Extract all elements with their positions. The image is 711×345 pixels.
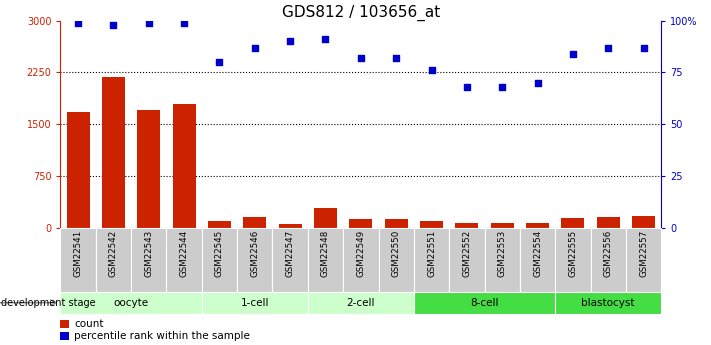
Point — [143, 20, 154, 26]
Bar — [131, 228, 166, 292]
Bar — [555, 292, 661, 314]
Bar — [96, 228, 131, 292]
Text: 1-cell: 1-cell — [240, 298, 269, 308]
Bar — [173, 104, 196, 228]
Point — [390, 55, 402, 61]
Text: GSM22542: GSM22542 — [109, 230, 118, 277]
Bar — [202, 292, 308, 314]
Bar — [520, 228, 555, 292]
Point — [178, 20, 190, 26]
Bar — [308, 292, 414, 314]
Text: GSM22550: GSM22550 — [392, 230, 401, 277]
Bar — [60, 228, 96, 292]
Point — [320, 37, 331, 42]
Bar — [137, 110, 160, 228]
Text: GSM22549: GSM22549 — [356, 230, 365, 277]
Bar — [555, 228, 591, 292]
Text: GSM22552: GSM22552 — [462, 230, 471, 277]
Point — [356, 55, 367, 61]
Bar — [420, 221, 443, 228]
Text: percentile rank within the sample: percentile rank within the sample — [74, 331, 250, 341]
Title: GDS812 / 103656_at: GDS812 / 103656_at — [282, 4, 440, 21]
Point — [108, 22, 119, 28]
Point — [461, 84, 473, 90]
Point — [426, 68, 437, 73]
Bar — [102, 77, 125, 228]
Text: development stage: development stage — [1, 298, 95, 308]
Text: 2-cell: 2-cell — [346, 298, 375, 308]
Bar — [60, 332, 70, 340]
Bar — [208, 221, 231, 228]
Bar — [632, 216, 655, 228]
Bar — [414, 292, 555, 314]
Text: GSM22557: GSM22557 — [639, 230, 648, 277]
Bar — [243, 217, 267, 228]
Text: GSM22548: GSM22548 — [321, 230, 330, 277]
Bar — [60, 320, 70, 328]
Bar — [526, 223, 549, 228]
Bar — [237, 228, 272, 292]
Text: GSM22545: GSM22545 — [215, 230, 224, 277]
Text: blastocyst: blastocyst — [582, 298, 635, 308]
Bar — [349, 219, 373, 228]
Bar — [414, 228, 449, 292]
Text: GSM22556: GSM22556 — [604, 230, 613, 277]
Text: GSM22544: GSM22544 — [180, 230, 188, 277]
Text: GSM22543: GSM22543 — [144, 230, 154, 277]
Point — [638, 45, 649, 50]
Text: GSM22541: GSM22541 — [74, 230, 82, 277]
Bar — [562, 218, 584, 228]
Text: oocyte: oocyte — [114, 298, 149, 308]
Bar — [385, 219, 407, 228]
Point — [249, 45, 260, 50]
Bar — [202, 228, 237, 292]
Text: GSM22553: GSM22553 — [498, 230, 507, 277]
Point — [567, 51, 579, 57]
Bar — [491, 223, 513, 228]
Bar — [166, 228, 202, 292]
Bar — [67, 112, 90, 228]
Bar — [343, 228, 378, 292]
Bar — [60, 292, 202, 314]
Bar — [314, 208, 337, 228]
Text: GSM22551: GSM22551 — [427, 230, 436, 277]
Text: GSM22547: GSM22547 — [286, 230, 294, 277]
Bar — [279, 224, 301, 228]
Point — [73, 20, 84, 26]
Point — [496, 84, 508, 90]
Bar — [597, 217, 620, 228]
Bar — [308, 228, 343, 292]
Bar — [484, 228, 520, 292]
Point — [214, 59, 225, 65]
Bar — [591, 228, 626, 292]
Text: GSM22554: GSM22554 — [533, 230, 542, 277]
Bar — [449, 228, 484, 292]
Bar — [272, 228, 308, 292]
Point — [602, 45, 614, 50]
Point — [532, 80, 543, 86]
Bar — [455, 223, 479, 228]
Bar — [378, 228, 414, 292]
Text: GSM22546: GSM22546 — [250, 230, 260, 277]
Text: count: count — [74, 319, 104, 329]
Bar — [626, 228, 661, 292]
Point — [284, 39, 296, 44]
Text: 8-cell: 8-cell — [470, 298, 499, 308]
Text: GSM22555: GSM22555 — [568, 230, 577, 277]
